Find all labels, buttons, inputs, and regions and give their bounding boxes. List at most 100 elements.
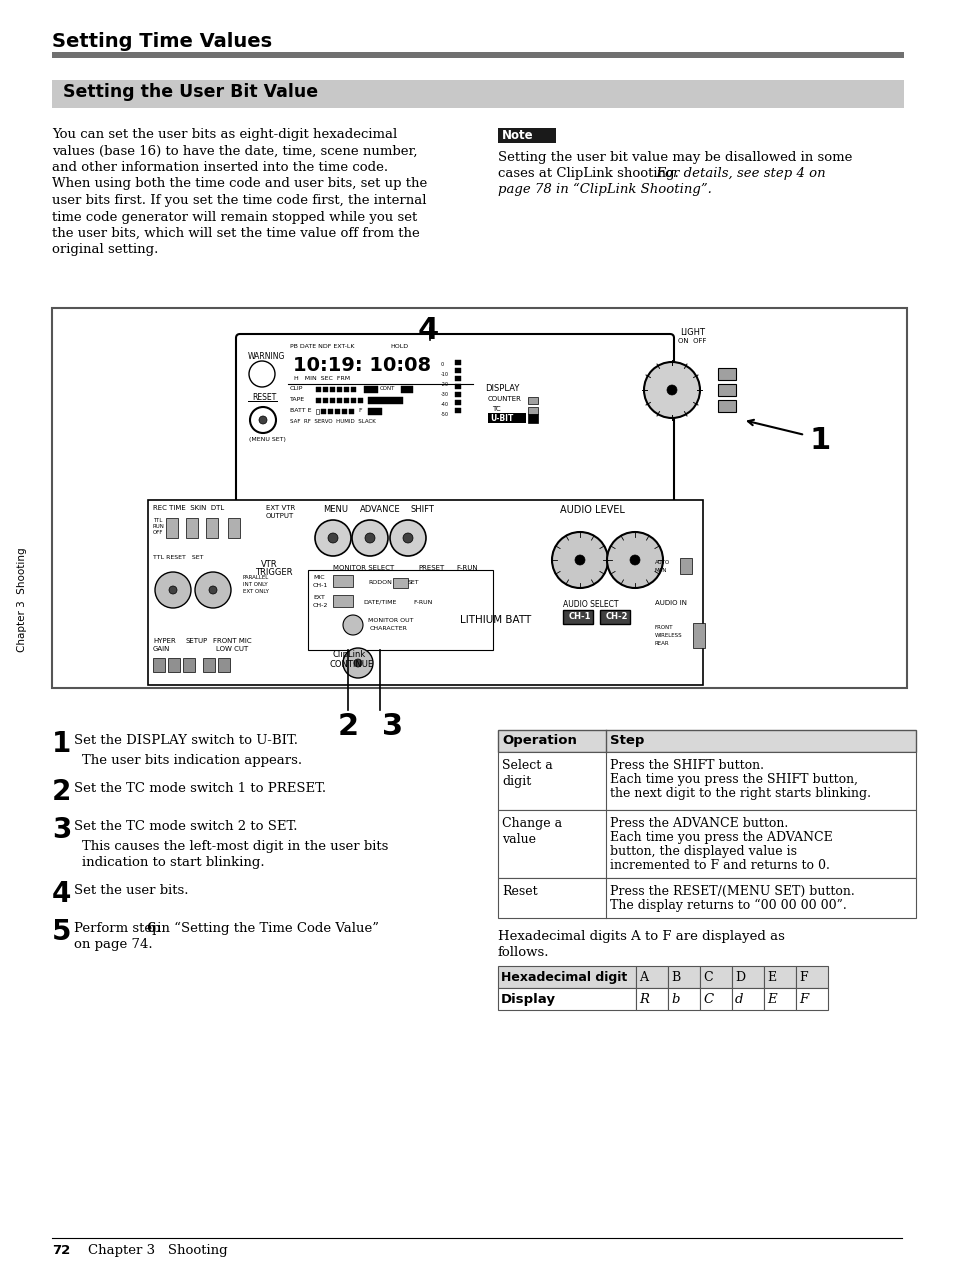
Text: original setting.: original setting. [52,243,158,256]
Bar [218,657,230,671]
Text: 3: 3 [52,817,71,843]
Text: Set the TC mode switch 1 to PRESET.: Set the TC mode switch 1 to PRESET. [74,782,326,795]
Text: FRONT: FRONT [655,626,673,631]
Text: F-RUN: F-RUN [456,564,477,571]
Bar [344,397,349,403]
Text: PARALLEL: PARALLEL [243,575,269,580]
Bar [667,989,700,1010]
Text: Each time you press the SHIFT button,: Each time you press the SHIFT button, [609,773,857,786]
Bar [315,409,318,414]
Text: 4: 4 [417,316,438,345]
Text: Step: Step [609,734,643,747]
Bar [731,966,763,989]
Bar [152,657,165,671]
Bar [497,752,915,810]
Text: INT ONLY: INT ONLY [243,582,268,587]
Text: Operation: Operation [501,734,577,747]
Bar [333,575,353,587]
Text: EXT: EXT [313,595,325,600]
Bar [320,409,326,414]
Text: U-BIT: U-BIT [490,414,513,423]
Text: in “Setting the Time Code Value”: in “Setting the Time Code Value” [152,922,378,935]
Circle shape [194,572,231,608]
Text: LITHIUM BATT: LITHIUM BATT [459,615,531,626]
Text: PB DATE NDF EXT-LK: PB DATE NDF EXT-LK [290,344,355,349]
Text: 0: 0 [440,362,444,367]
Bar [667,966,700,989]
Text: the user bits, which will set the time value off from the: the user bits, which will set the time v… [52,227,419,240]
Bar [700,989,731,1010]
Text: MAN: MAN [655,568,667,573]
Text: 2: 2 [337,712,358,741]
Bar [206,519,218,538]
Text: user bits first. If you set the time code first, the internal: user bits first. If you set the time cod… [52,194,426,206]
Text: C: C [702,971,712,984]
Bar [497,730,915,752]
Circle shape [328,533,337,543]
Text: F: F [357,408,361,413]
Text: E: E [766,992,776,1006]
Text: TRIGGER: TRIGGER [254,568,293,577]
Text: and other information inserted into the time code.: and other information inserted into the … [52,161,388,175]
Circle shape [314,520,351,555]
Text: LOW CUT: LOW CUT [215,646,248,652]
Text: SHIFT: SHIFT [411,505,435,513]
Bar [330,397,335,403]
Bar [315,397,320,403]
Bar [497,966,636,989]
Bar [351,387,355,392]
Text: RODON: RODON [368,580,392,585]
Bar [455,376,460,381]
Text: HYPER: HYPER [152,638,175,643]
Text: This causes the left-most digit in the user bits: This causes the left-most digit in the u… [82,840,388,854]
Bar [488,413,525,423]
Text: SETUP: SETUP [186,638,208,643]
Circle shape [154,572,191,608]
Text: Set the user bits.: Set the user bits. [74,884,189,897]
Text: REC TIME  SKIN  DTL: REC TIME SKIN DTL [152,505,224,511]
Text: DATE/TIME: DATE/TIME [363,600,395,605]
Text: button, the displayed value is: button, the displayed value is [609,845,796,857]
Bar [763,966,795,989]
Text: MIC: MIC [313,575,324,580]
Bar [562,610,593,624]
Circle shape [258,417,267,424]
Text: Perform step: Perform step [74,922,165,935]
Bar [351,397,355,403]
Text: GAIN: GAIN [152,646,171,652]
Text: cases at ClipLink shooting.: cases at ClipLink shooting. [497,167,678,180]
Text: page 78 in “ClipLink Shooting”.: page 78 in “ClipLink Shooting”. [497,183,711,196]
Bar [455,400,460,405]
Text: values (base 16) to have the date, time, scene number,: values (base 16) to have the date, time,… [52,144,417,158]
Text: -30: -30 [440,392,449,397]
Bar [497,810,915,878]
Text: Display: Display [500,992,556,1006]
Text: D: D [734,971,744,984]
Text: RESET: RESET [252,392,276,403]
Text: CH-2: CH-2 [313,603,328,608]
Bar [718,383,735,396]
Text: F: F [799,971,807,984]
Text: R: R [639,992,648,1006]
Text: Press the SHIFT button.: Press the SHIFT button. [609,759,763,772]
Text: ADVANCE: ADVANCE [359,505,400,513]
Bar [599,610,629,624]
Bar [336,387,341,392]
Text: Setting Time Values: Setting Time Values [52,32,272,51]
Bar [168,657,180,671]
Bar [692,623,704,648]
Text: Setting the User Bit Value: Setting the User Bit Value [63,83,317,101]
Text: SET: SET [408,580,419,585]
Text: Select a: Select a [501,759,552,772]
Text: SAF  RF  SERVO  HUMID  SLACK: SAF RF SERVO HUMID SLACK [290,419,375,424]
Text: MONITOR SELECT: MONITOR SELECT [333,564,394,571]
Text: F-RUN: F-RUN [413,600,432,605]
Bar [148,499,702,685]
Bar [323,387,328,392]
Bar [328,409,333,414]
Bar [368,397,402,404]
Bar [763,989,795,1010]
Text: ON  OFF: ON OFF [678,338,706,344]
Bar [527,406,537,414]
Bar [166,519,178,538]
